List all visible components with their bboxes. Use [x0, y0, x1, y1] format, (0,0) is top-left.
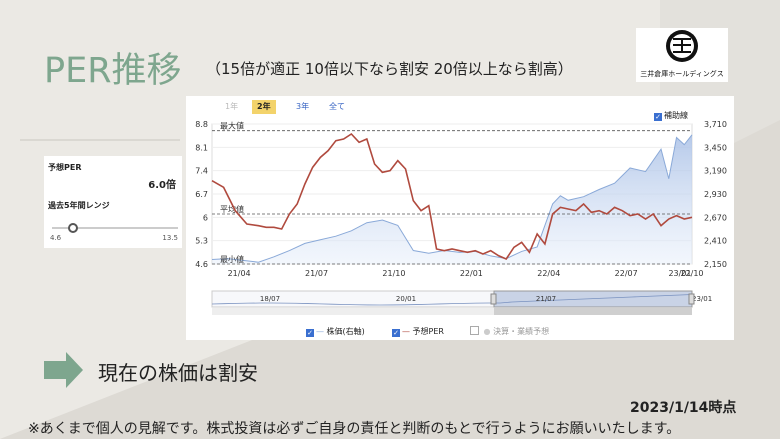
page-subtitle: （15倍が適正 10倍以下なら割安 20倍以上なら割高）: [206, 60, 573, 78]
arrow-right-icon: [44, 352, 83, 388]
aux-line-toggle[interactable]: ✓ 補助線: [654, 110, 688, 121]
range-max: 13.5: [162, 234, 178, 242]
disclaimer: ※あくまで個人の見解です。株式投資は必ずご自身の責任と判断のもとで行うようにお願…: [28, 421, 681, 437]
chart-panel: [186, 96, 734, 340]
as-of-date: 2023/1/14時点: [630, 400, 737, 416]
legend-forecast-per[interactable]: ✓ — 予想PER: [392, 327, 444, 337]
forecast-per-label: 予想PER: [48, 163, 82, 172]
range-min: 4.6: [50, 234, 62, 242]
logo-text: 三井倉庫ホールディングス: [640, 70, 724, 78]
tab-2y[interactable]: 2年: [252, 100, 276, 114]
range-label: 過去5年間レンジ: [48, 201, 110, 210]
legend-earnings-label: 決算・業績予想: [493, 327, 550, 336]
legend-stock-price[interactable]: ✓ — 株価(右軸): [306, 327, 365, 337]
tab-1y[interactable]: 1年: [225, 102, 239, 111]
stock-price-checkbox[interactable]: ✓: [306, 329, 314, 337]
legend-earnings[interactable]: ● 決算・業績予想: [470, 326, 549, 337]
company-logo: 三井倉庫ホールディングス: [636, 28, 728, 82]
aux-line-label: 補助線: [664, 111, 688, 120]
logo-mark-icon: [666, 30, 698, 62]
forecast-per-value: 6.0倍: [148, 180, 176, 191]
legend-forecast-per-label: 予想PER: [412, 327, 444, 336]
page-title: PER推移: [44, 51, 182, 91]
forecast-per-checkbox[interactable]: ✓: [392, 329, 400, 337]
tab-3y[interactable]: 3年: [296, 102, 310, 111]
earnings-checkbox[interactable]: [470, 326, 479, 335]
per-summary-panel: 予想PER 6.0倍 過去5年間レンジ 4.6 13.5: [44, 156, 182, 248]
tab-all[interactable]: 全て: [329, 102, 345, 111]
range-marker: [67, 223, 78, 233]
conclusion-text: 現在の株価は割安: [98, 361, 258, 385]
legend-stock-price-label: 株価(右軸): [326, 327, 365, 336]
aux-line-checkbox[interactable]: ✓: [654, 113, 662, 121]
range-track: [52, 227, 178, 229]
